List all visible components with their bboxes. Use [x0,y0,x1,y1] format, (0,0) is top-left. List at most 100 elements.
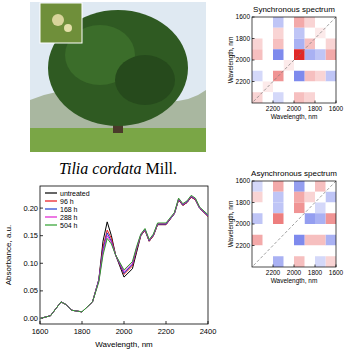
flower [64,24,72,32]
cell [315,17,326,28]
cell [263,28,274,39]
cell [273,28,284,39]
y-tick [252,38,255,39]
x-tick-label: 1600 [32,327,49,336]
cell [294,39,305,50]
cell [315,203,326,214]
y-tick [252,17,255,18]
cell [284,192,295,203]
spectrum-line [40,197,208,318]
cell [284,39,295,50]
cell [252,213,263,224]
y-tick-label: 2200 [236,78,251,85]
species: Tilia cordata [59,160,142,177]
cell [315,246,326,257]
plot-frame [252,181,336,267]
x-tick-label: 2200 [158,327,175,336]
cell [294,28,305,39]
x-tick-label: 2400 [200,327,217,336]
cell [252,49,263,60]
cell [273,203,284,214]
cell [305,235,316,246]
y-tick-label: 0.05 [23,286,38,295]
cell [284,92,295,103]
crown [48,10,188,126]
cell [252,39,263,50]
legend-label: 504 h [60,222,78,229]
cell [263,203,274,214]
cell [263,49,274,60]
cell [305,224,316,235]
x-tick-label: 2200 [266,269,281,276]
flower [52,14,64,26]
cell [263,224,274,235]
x-tick-label: 1800 [308,269,323,276]
cell [284,82,295,93]
cell [305,256,316,267]
cell [305,82,316,93]
cell [305,49,316,60]
cell [263,256,274,267]
legend-swatch [45,208,57,209]
x-tick-label: 2000 [287,269,302,276]
caption: Tilia cordataMill. [59,160,177,177]
cell [252,82,263,93]
cell [294,17,305,28]
cell [294,246,305,257]
cell [315,235,326,246]
cell [273,82,284,93]
cell [263,39,274,50]
sky [30,2,206,152]
cell [252,181,263,192]
cell [273,17,284,28]
cell [263,92,274,103]
x-tick-label: 1600 [329,269,344,276]
cell [294,181,305,192]
x-tick-label: 2200 [266,105,281,112]
cell [273,181,284,192]
x-tick [273,101,274,104]
legend-label: 168 h [60,206,78,213]
legend-swatch [45,200,57,201]
cell [252,71,263,82]
cell [305,246,316,257]
x-tick [273,265,274,268]
diagonal [252,181,336,267]
spectrum-line [40,196,208,318]
y-axis-label: Wavelength, nm [227,37,235,84]
cell [284,235,295,246]
x-tick [336,101,337,104]
plot-frame [40,186,208,324]
cell [294,71,305,82]
cell [326,203,337,214]
correlation-map: Synchronous spectrum22002000180016001600… [227,5,344,121]
cell [263,17,274,28]
x-tick-label: 2000 [287,105,302,112]
cell [284,71,295,82]
x-axis-label: Wavelength, nm [271,113,318,121]
cell [294,235,305,246]
y-tick [40,290,43,291]
x-tick [40,321,41,324]
cell [294,256,305,267]
x-tick [315,265,316,268]
cell [294,192,305,203]
cell [273,224,284,235]
legend-swatch [45,216,57,217]
y-tick [252,81,255,82]
x-tick [124,321,125,324]
cell [326,213,337,224]
cell [284,181,295,192]
cell [315,71,326,82]
cell [263,60,274,71]
cell [315,181,326,192]
flower-inset [40,3,82,43]
cell [315,256,326,267]
cell [284,28,295,39]
x-tick-label: 1800 [74,327,91,336]
cells [252,181,336,267]
cell [305,192,316,203]
chart-title: Asynchronous spectrum [251,169,337,178]
cell [326,235,337,246]
cell [315,49,326,60]
